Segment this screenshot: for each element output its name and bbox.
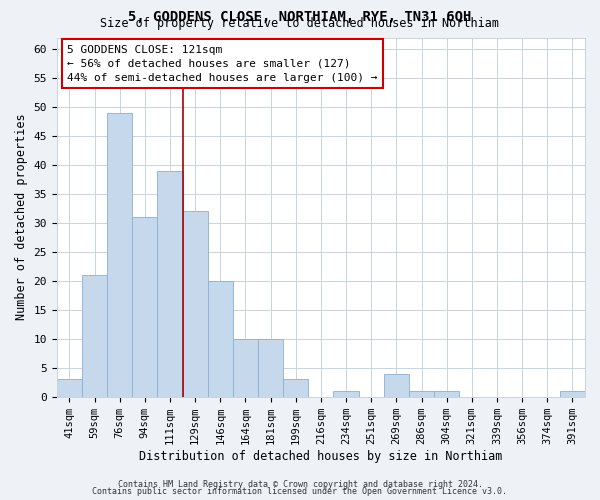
Bar — [409, 391, 434, 396]
Bar — [107, 113, 132, 397]
Bar — [334, 391, 359, 396]
Bar — [82, 275, 107, 396]
Bar — [208, 281, 233, 396]
Bar — [182, 212, 208, 396]
Text: 5, GODDENS CLOSE, NORTHIAM, RYE, TN31 6QH: 5, GODDENS CLOSE, NORTHIAM, RYE, TN31 6Q… — [128, 10, 472, 24]
Bar — [157, 171, 182, 396]
X-axis label: Distribution of detached houses by size in Northiam: Distribution of detached houses by size … — [139, 450, 503, 462]
Text: Size of property relative to detached houses in Northiam: Size of property relative to detached ho… — [101, 18, 499, 30]
Bar — [384, 374, 409, 396]
Bar — [560, 391, 585, 396]
Text: 5 GODDENS CLOSE: 121sqm
← 56% of detached houses are smaller (127)
44% of semi-d: 5 GODDENS CLOSE: 121sqm ← 56% of detache… — [67, 44, 378, 82]
Bar — [283, 380, 308, 396]
Bar — [57, 380, 82, 396]
Text: Contains HM Land Registry data © Crown copyright and database right 2024.: Contains HM Land Registry data © Crown c… — [118, 480, 482, 489]
Bar — [233, 339, 258, 396]
Y-axis label: Number of detached properties: Number of detached properties — [15, 114, 28, 320]
Text: Contains public sector information licensed under the Open Government Licence v3: Contains public sector information licen… — [92, 487, 508, 496]
Bar — [132, 217, 157, 396]
Bar — [258, 339, 283, 396]
Bar — [434, 391, 459, 396]
